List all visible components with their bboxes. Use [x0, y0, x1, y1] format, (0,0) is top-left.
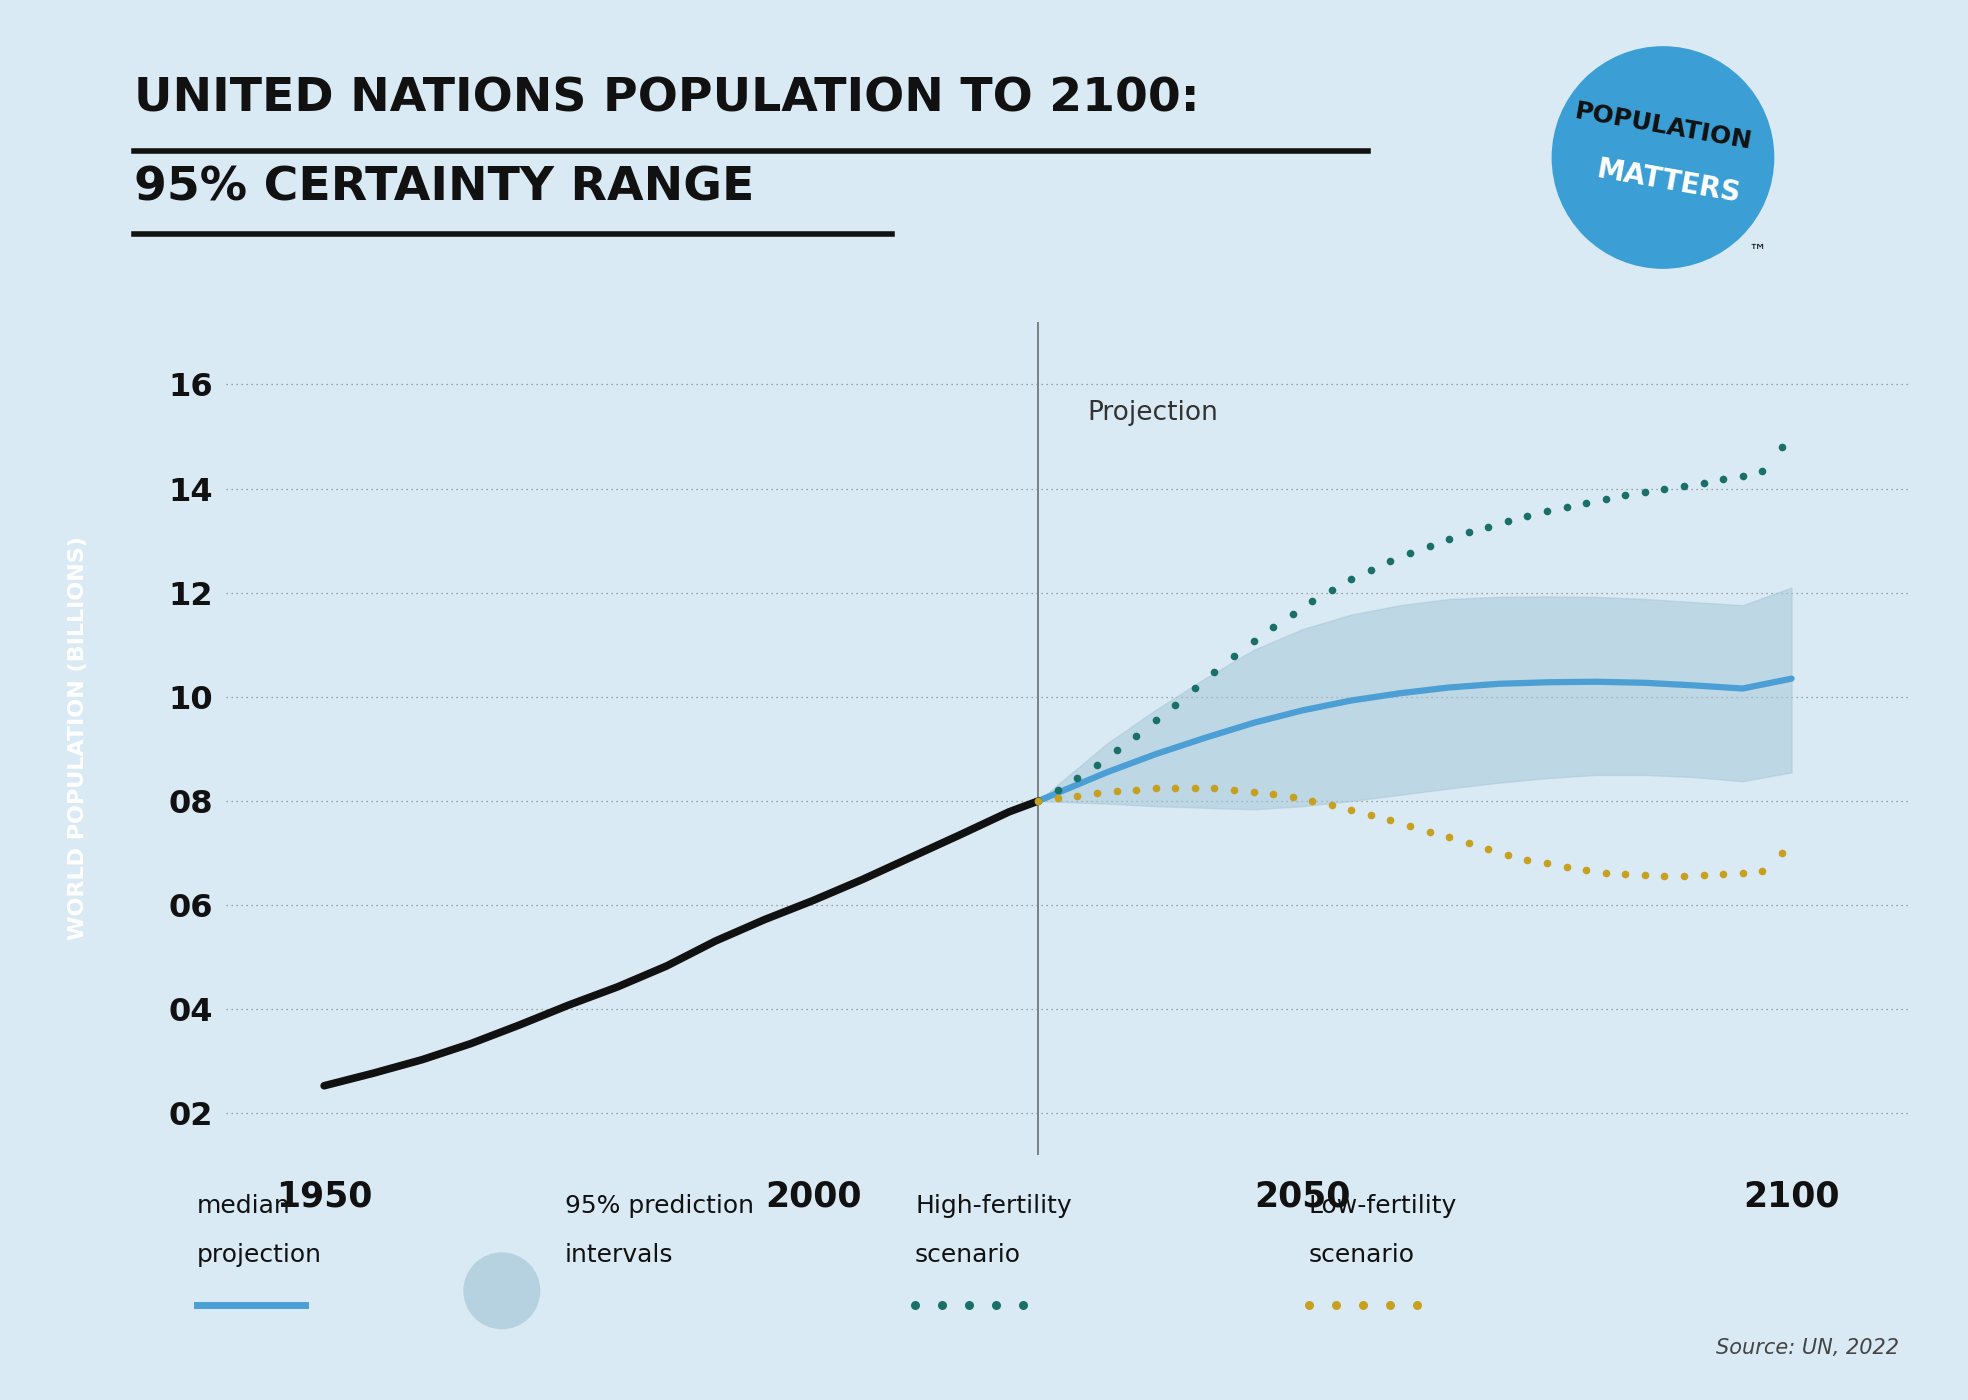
- Text: projection: projection: [197, 1243, 323, 1267]
- Text: ™: ™: [1750, 244, 1767, 262]
- Text: POPULATION: POPULATION: [1572, 99, 1753, 154]
- Text: 95% CERTAINTY RANGE: 95% CERTAINTY RANGE: [134, 165, 754, 210]
- Text: Projection: Projection: [1086, 400, 1218, 426]
- Text: MATTERS: MATTERS: [1594, 155, 1744, 209]
- Text: intervals: intervals: [565, 1243, 673, 1267]
- Ellipse shape: [1551, 46, 1775, 269]
- Text: median: median: [197, 1194, 291, 1218]
- Text: scenario: scenario: [1309, 1243, 1415, 1267]
- Text: 95% prediction: 95% prediction: [565, 1194, 754, 1218]
- Text: Low-fertility: Low-fertility: [1309, 1194, 1456, 1218]
- Text: UNITED NATIONS POPULATION TO 2100:: UNITED NATIONS POPULATION TO 2100:: [134, 77, 1199, 122]
- Ellipse shape: [462, 1252, 541, 1330]
- Text: Source: UN, 2022: Source: UN, 2022: [1716, 1338, 1899, 1358]
- Text: High-fertility: High-fertility: [915, 1194, 1073, 1218]
- Text: scenario: scenario: [915, 1243, 1021, 1267]
- Text: WORLD POPULATION (BILLIONS): WORLD POPULATION (BILLIONS): [67, 536, 89, 941]
